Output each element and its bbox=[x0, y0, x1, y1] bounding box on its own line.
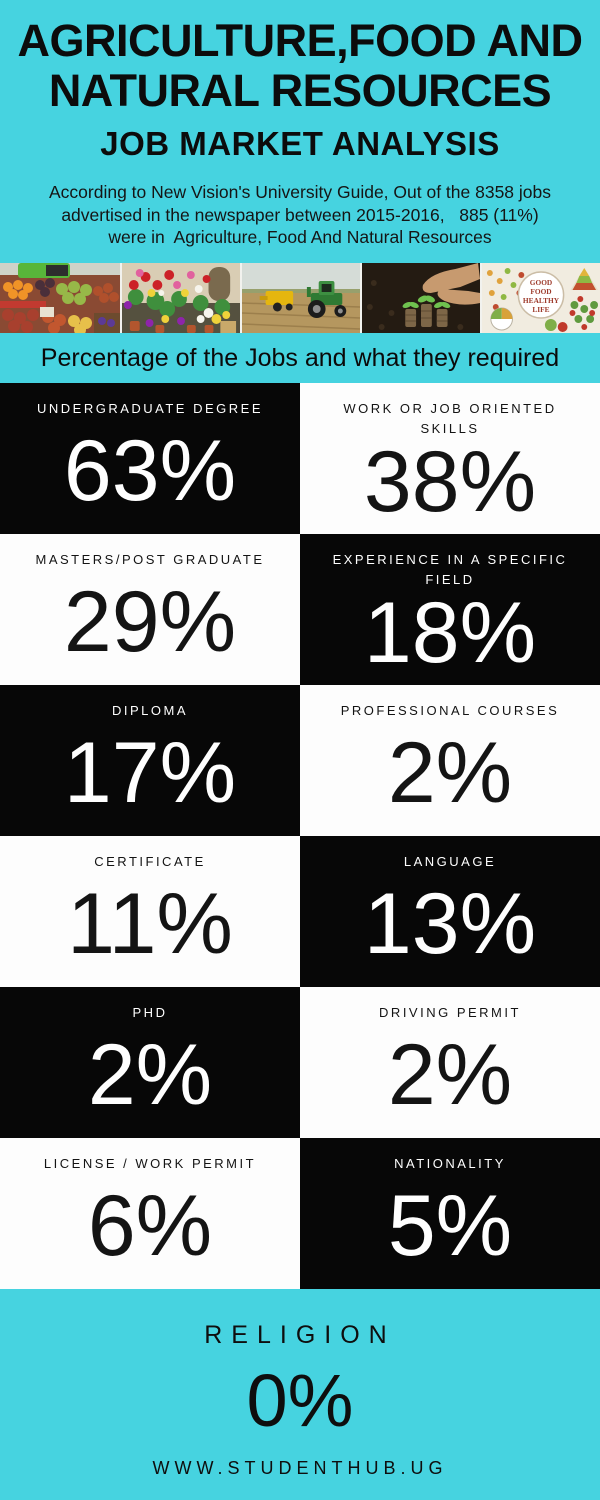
stat-label: EXPERIENCE IN A SPECIFIC FIELD bbox=[332, 552, 568, 588]
header: AGRICULTURE,FOOD AND NATURAL RESOURCES J… bbox=[0, 0, 600, 263]
stat-value: 29% bbox=[63, 573, 237, 670]
photo-fruit-market bbox=[0, 263, 120, 333]
stat-label: LICENSE / WORK PERMIT bbox=[43, 1156, 257, 1171]
food-pyramid-icon bbox=[570, 268, 599, 290]
stat-label: DRIVING PERMIT bbox=[379, 1005, 521, 1020]
stat-label: PROFESSIONAL COURSES bbox=[340, 703, 560, 718]
website-url: WWW.STUDENTHUB.UG bbox=[152, 1458, 448, 1478]
section-title-bar: Percentage of the Jobs and what they req… bbox=[0, 333, 600, 383]
stat-label: PHD bbox=[132, 1005, 168, 1020]
poster-text-healthy: HEALTHY bbox=[523, 296, 560, 305]
intro-paragraph: According to New Vision's University Gui… bbox=[0, 181, 600, 249]
stat-value: 11% bbox=[67, 875, 233, 972]
stat-value: 17% bbox=[63, 724, 237, 821]
tractor-field-illustration bbox=[242, 263, 360, 333]
stat-value: 18% bbox=[363, 585, 537, 682]
fruit-market-illustration bbox=[0, 263, 120, 333]
stat-label: CERTIFICATE bbox=[94, 854, 206, 869]
intro-line-3: were in Agriculture, Food And Natural Re… bbox=[108, 227, 492, 248]
stat-value: 2% bbox=[87, 1026, 213, 1123]
stat-value: 2% bbox=[387, 1026, 513, 1123]
photo-seedling-hands bbox=[360, 263, 480, 333]
seedling-hands-illustration bbox=[362, 263, 480, 333]
poster-text-good: GOOD bbox=[530, 278, 552, 287]
flower-shop-illustration bbox=[122, 263, 240, 333]
photo-food-posters: GOOD FOOD HEALTHY LIFE bbox=[480, 263, 600, 333]
stat-value: 5% bbox=[387, 1177, 513, 1274]
stat-cell-language: LANGUAGE 13% bbox=[300, 836, 600, 987]
stat-cell-work-oriented-skills: WORK OR JOB ORIENTED SKILLS 38% bbox=[300, 383, 600, 534]
stat-cell-license-work-permit: LICENSE / WORK PERMIT 6% bbox=[0, 1138, 300, 1289]
stat-cell-nationality: NATIONALITY 5% bbox=[300, 1138, 600, 1289]
page-title-line-1: AGRICULTURE,FOOD AND bbox=[17, 15, 583, 66]
stats-grid: UNDERGRADUATE DEGREE 63% WORK OR JOB ORI… bbox=[0, 383, 600, 1289]
section-title: Percentage of the Jobs and what they req… bbox=[40, 343, 560, 372]
intro-line-2: advertised in the newspaper between 2015… bbox=[61, 204, 539, 225]
stat-label: DIPLOMA bbox=[111, 703, 188, 718]
stat-cell-experience-specific-field: EXPERIENCE IN A SPECIFIC FIELD 18% bbox=[300, 534, 600, 685]
stat-cell-phd: PHD 2% bbox=[0, 987, 300, 1138]
stat-label: UNDERGRADUATE DEGREE bbox=[36, 401, 263, 416]
stat-value: 2% bbox=[387, 724, 513, 821]
footer: RELIGION 0% WWW.STUDENTHUB.UG bbox=[0, 1289, 600, 1500]
food-posters-illustration: GOOD FOOD HEALTHY LIFE bbox=[482, 263, 600, 333]
stat-cell-professional-courses: PROFESSIONAL COURSES 2% bbox=[300, 685, 600, 836]
stat-value: 6% bbox=[87, 1177, 213, 1274]
stat-cell-masters-post-graduate: MASTERS/POST GRADUATE 29% bbox=[0, 534, 300, 685]
stat-label-religion: RELIGION bbox=[204, 1321, 396, 1349]
stat-label: MASTERS/POST GRADUATE bbox=[35, 552, 265, 567]
stat-cell-certificate: CERTIFICATE 11% bbox=[0, 836, 300, 987]
stat-label: WORK OR JOB ORIENTED SKILLS bbox=[343, 401, 557, 437]
photo-flower-shop bbox=[120, 263, 240, 333]
stat-label: LANGUAGE bbox=[403, 854, 497, 869]
poster-text-food: FOOD bbox=[530, 287, 551, 296]
stat-cell-driving-permit: DRIVING PERMIT 2% bbox=[300, 987, 600, 1138]
poster-text-life: LIFE bbox=[532, 305, 549, 314]
stat-value: 13% bbox=[363, 875, 537, 972]
intro-line-1: According to New Vision's University Gui… bbox=[48, 181, 552, 202]
stat-value: 63% bbox=[63, 422, 237, 519]
stat-cell-undergraduate-degree: UNDERGRADUATE DEGREE 63% bbox=[0, 383, 300, 534]
photo-strip: GOOD FOOD HEALTHY LIFE bbox=[0, 263, 600, 333]
page-subtitle: JOB MARKET ANALYSIS bbox=[100, 124, 500, 162]
stat-value-religion: 0% bbox=[246, 1359, 354, 1442]
stat-label: NATIONALITY bbox=[394, 1156, 506, 1171]
page-title-line-2: NATURAL RESOURCES bbox=[48, 65, 552, 117]
stat-value: 38% bbox=[363, 434, 537, 531]
photo-tractor-field bbox=[240, 263, 360, 333]
stat-cell-diploma: DIPLOMA 17% bbox=[0, 685, 300, 836]
